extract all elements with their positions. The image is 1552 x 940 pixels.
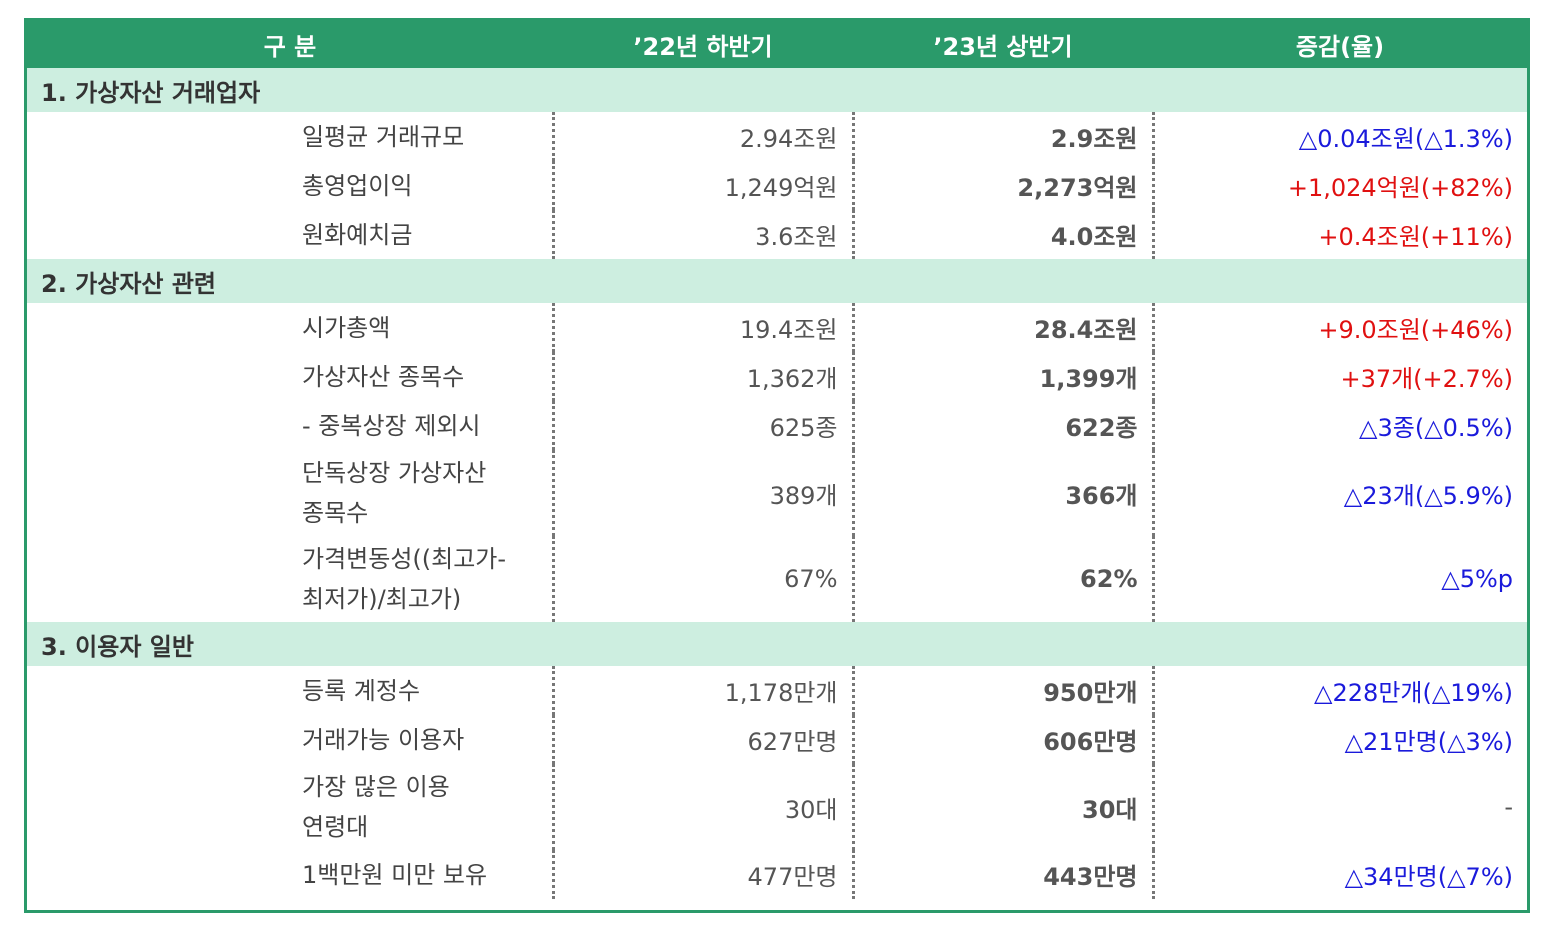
crypto-market-comparison-table: 구 분 ’22년 하반기 ’23년 상반기 증감(율) 1. 가상자산 거래업자…: [27, 21, 1527, 899]
row-label: 가상자산 종목수: [27, 352, 555, 401]
value-2022-h2: 1,249억원: [553, 161, 855, 210]
row-label: 등록 계정수: [27, 666, 555, 715]
value-2022-h2: 67%: [553, 536, 855, 622]
value-2023-h1: 622종: [853, 401, 1155, 450]
header-change: 증감(율): [1153, 21, 1527, 68]
table-row: 시가총액 19.4조원 28.4조원 +9.0조원(+46%): [27, 303, 1527, 352]
value-2023-h1: 4.0조원: [853, 210, 1155, 259]
table-row: 총영업이익 1,249억원 2,273억원 +1,024억원(+82%): [27, 161, 1527, 210]
value-2023-h1: 366개: [853, 450, 1155, 536]
value-2023-h1: 606만명: [853, 715, 1155, 764]
table-row: 등록 계정수 1,178만개 950만개 △228만개(△19%): [27, 666, 1527, 715]
row-label: 원화예치금: [27, 210, 555, 259]
value-2023-h1: 2.9조원: [853, 112, 1155, 161]
table-row: 가상자산 종목수 1,362개 1,399개 +37개(+2.7%): [27, 352, 1527, 401]
value-2022-h2: 30대: [553, 764, 855, 850]
table-row: - 중복상장 제외시 625종 622종 △3종(△0.5%): [27, 401, 1527, 450]
change-value: △228만개(△19%): [1314, 679, 1513, 707]
value-2023-h1: 443만명: [853, 850, 1155, 899]
row-label-line: 종목수: [302, 499, 369, 527]
row-label: 거래가능 이용자: [27, 715, 555, 764]
change-value: -: [1504, 793, 1513, 821]
row-label: 총영업이익: [27, 161, 555, 210]
row-label-line: 최저가)/최고가): [302, 585, 462, 613]
section-title: 3. 이용자 일반: [27, 622, 1527, 666]
row-label-line: 가격변동성((최고가-: [302, 545, 507, 573]
value-2022-h2: 625종: [553, 401, 855, 450]
table-row: 원화예치금 3.6조원 4.0조원 +0.4조원(+11%): [27, 210, 1527, 259]
row-label-line: 단독상장 가상자산: [302, 459, 487, 487]
value-2022-h2: 1,362개: [553, 352, 855, 401]
change-value: △0.04조원(△1.3%): [1298, 125, 1513, 153]
section-row: 1. 가상자산 거래업자: [27, 68, 1527, 112]
table-row: 가격변동성((최고가- 최저가)/최고가) 67% 62% △5%p: [27, 536, 1527, 622]
section-title: 2. 가상자산 관련: [27, 259, 1527, 303]
value-2023-h1: 30대: [853, 764, 1155, 850]
row-label-line: 가장 많은 이용: [302, 773, 450, 801]
change-value: +9.0조원(+46%): [1318, 316, 1513, 344]
change-value: △34만명(△7%): [1344, 863, 1513, 891]
table-row: 거래가능 이용자 627만명 606만명 △21만명(△3%): [27, 715, 1527, 764]
change-value: +1,024억원(+82%): [1287, 174, 1513, 202]
header-2022-h2: ’22년 하반기: [553, 21, 853, 68]
row-label-line: 연령대: [302, 813, 369, 841]
value-2023-h1: 1,399개: [853, 352, 1155, 401]
change-value: △3종(△0.5%): [1359, 414, 1513, 442]
row-label: 단독상장 가상자산 종목수: [27, 450, 555, 536]
table-row: 단독상장 가상자산 종목수 389개 366개 △23개(△5.9%): [27, 450, 1527, 536]
value-2023-h1: 62%: [853, 536, 1155, 622]
change-value: △21만명(△3%): [1344, 728, 1513, 756]
section-row: 3. 이용자 일반: [27, 622, 1527, 666]
value-2022-h2: 3.6조원: [553, 210, 855, 259]
value-2022-h2: 627만명: [553, 715, 855, 764]
value-2022-h2: 19.4조원: [553, 303, 855, 352]
value-2022-h2: 1,178만개: [553, 666, 855, 715]
value-2022-h2: 389개: [553, 450, 855, 536]
change-value: +0.4조원(+11%): [1318, 223, 1513, 251]
change-value: △5%p: [1441, 565, 1513, 593]
row-label: 가장 많은 이용 연령대: [27, 764, 555, 850]
value-2022-h2: 2.94조원: [553, 112, 855, 161]
change-value: +37개(+2.7%): [1340, 365, 1513, 393]
value-2022-h2: 477만명: [553, 850, 855, 899]
table-row: 1백만원 미만 보유 477만명 443만명 △34만명(△7%): [27, 850, 1527, 899]
row-label: 일평균 거래규모: [27, 112, 555, 161]
row-label: 1백만원 미만 보유: [27, 850, 555, 899]
row-label: - 중복상장 제외시: [27, 401, 555, 450]
comparison-table-frame: 구 분 ’22년 하반기 ’23년 상반기 증감(율) 1. 가상자산 거래업자…: [24, 18, 1530, 913]
row-label: 가격변동성((최고가- 최저가)/최고가): [27, 536, 555, 622]
change-value: △23개(△5.9%): [1343, 481, 1513, 510]
table-header-row: 구 분 ’22년 하반기 ’23년 상반기 증감(율): [27, 21, 1527, 68]
section-row: 2. 가상자산 관련: [27, 259, 1527, 303]
header-2023-h1: ’23년 상반기: [853, 21, 1153, 68]
table-row: 일평균 거래규모 2.94조원 2.9조원 △0.04조원(△1.3%): [27, 112, 1527, 161]
value-2023-h1: 28.4조원: [853, 303, 1155, 352]
value-2023-h1: 950만개: [853, 666, 1155, 715]
value-2023-h1: 2,273억원: [853, 161, 1155, 210]
table-row: 가장 많은 이용 연령대 30대 30대 -: [27, 764, 1527, 850]
row-label: 시가총액: [27, 303, 555, 352]
header-category: 구 분: [27, 21, 553, 68]
section-title: 1. 가상자산 거래업자: [27, 68, 1527, 112]
